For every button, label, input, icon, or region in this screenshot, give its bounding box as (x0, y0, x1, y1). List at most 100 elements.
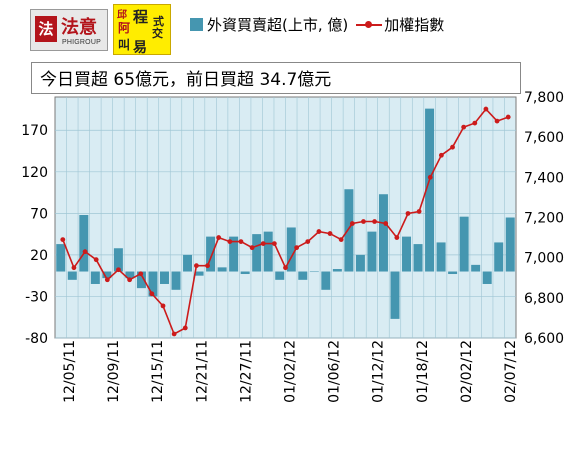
index-point (461, 124, 467, 130)
bar-net-buy (494, 242, 504, 272)
legend-bar-swatch (190, 18, 203, 31)
x-tick-label: 01/06/12 (327, 340, 343, 403)
bar-net-buy (367, 231, 377, 272)
bar-net-buy (217, 267, 227, 272)
index-point (483, 106, 489, 112)
y-left-tick-label: 70 (30, 206, 48, 222)
index-point (138, 271, 144, 277)
index-point (82, 249, 88, 255)
index-point (271, 241, 277, 247)
bar-net-buy (252, 234, 262, 272)
index-point (249, 245, 255, 251)
bar-net-buy (413, 244, 423, 272)
index-point (127, 277, 133, 283)
logo-brand-name: 法意 (61, 17, 97, 38)
bar-net-buy (90, 271, 100, 284)
x-tick-label: 12/09/11 (106, 340, 122, 403)
index-point (405, 211, 411, 216)
logo2-char: 式 (153, 15, 164, 28)
y-right-tick-label: 7,000 (524, 251, 564, 267)
index-point (93, 257, 99, 263)
index-point (438, 152, 444, 158)
index-point (494, 118, 500, 124)
index-point (294, 245, 300, 251)
bar-net-buy (148, 271, 158, 297)
bar-net-buy (298, 271, 308, 280)
logo-emblem: 法 (35, 16, 57, 42)
index-point (361, 219, 366, 224)
index-point (383, 221, 389, 226)
company-logo-phigroup: 法 法意 PHIGROUP (30, 9, 108, 51)
index-point (149, 291, 155, 297)
bar-net-buy (136, 271, 146, 289)
index-point (194, 263, 199, 269)
x-tick-label: 01/12/12 (371, 340, 387, 403)
index-point (327, 231, 333, 236)
index-point (260, 241, 266, 247)
index-point (416, 209, 422, 214)
index-point (283, 265, 288, 271)
index-point (394, 235, 400, 240)
y-right-tick-label: 6,800 (524, 291, 564, 307)
bar-net-buy (390, 271, 400, 319)
y-right-tick-label: 7,400 (524, 170, 564, 186)
y-left-tick-label: 20 (30, 248, 48, 264)
index-point (160, 303, 166, 309)
bar-net-buy (309, 271, 319, 273)
bar-net-buy (240, 271, 250, 275)
logo2-char: 易 (133, 40, 147, 56)
index-point (450, 144, 455, 150)
bar-net-buy (378, 194, 388, 272)
bar-net-buy (229, 236, 239, 272)
y-left-tick-label: 120 (21, 165, 48, 181)
index-point (238, 239, 244, 245)
bar-net-buy (206, 236, 216, 272)
index-point (349, 221, 355, 226)
bar-net-buy (275, 271, 285, 280)
bar-net-buy (67, 271, 77, 280)
logo2-char: 交 (152, 27, 163, 40)
bar-net-buy (459, 216, 469, 272)
index-point (316, 229, 322, 234)
index-point (372, 219, 377, 224)
bar-net-buy (102, 271, 112, 279)
bar-net-buy (194, 271, 204, 276)
bar-net-buy (425, 108, 435, 272)
index-point (60, 237, 66, 242)
x-tick-label: 02/02/12 (459, 340, 475, 403)
index-point (104, 277, 110, 283)
bar-net-buy (505, 217, 515, 272)
bar-net-buy (159, 271, 169, 284)
y-left-tick-label: 170 (21, 123, 48, 139)
index-point (227, 239, 233, 245)
logo2-char: 邱 (117, 10, 127, 21)
index-point (472, 120, 478, 126)
x-tick-label: 01/02/12 (283, 340, 299, 403)
index-point (171, 331, 177, 337)
logo2-char: 程 (133, 8, 149, 26)
legend-line-label: 加權指數 (384, 16, 445, 34)
index-point (182, 325, 188, 331)
chart-legend: 外資買賣超(上市, 億) 加權指數 (190, 14, 444, 35)
bar-net-buy (56, 244, 66, 272)
bar-net-buy (263, 231, 273, 272)
bar-net-buy (171, 271, 181, 290)
bar-net-buy (183, 254, 193, 272)
legend-bar-label: 外資買賣超(上市, 億) (207, 16, 349, 34)
index-point (305, 239, 311, 245)
index-point (116, 267, 121, 273)
y-right-tick-label: 7,800 (524, 90, 564, 106)
index-point (71, 265, 77, 271)
x-tick-label: 12/15/11 (150, 340, 166, 403)
y-right-tick-label: 6,600 (524, 331, 564, 347)
x-tick-label: 12/27/11 (238, 340, 254, 403)
logo2-char: 阿 (118, 21, 131, 35)
bar-net-buy (436, 242, 446, 272)
index-point (505, 114, 511, 120)
bar-net-buy (125, 271, 135, 279)
legend-line-swatch (356, 18, 383, 32)
logo2-char: 叫 (118, 38, 131, 52)
bar-net-buy (471, 264, 481, 272)
x-tick-label: 12/21/11 (194, 340, 210, 403)
